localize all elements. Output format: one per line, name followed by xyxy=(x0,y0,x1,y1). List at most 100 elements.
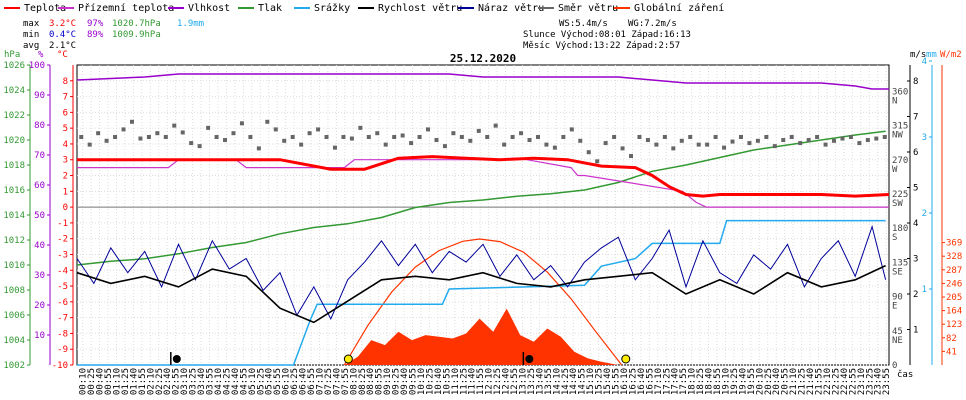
time-label: 16:55 xyxy=(645,368,655,395)
pressure-label: 1020 xyxy=(3,136,25,146)
wind-direction-point xyxy=(417,135,422,139)
wind-direction-point xyxy=(502,142,507,147)
legend: Teplota Přízemní teplota Vlhkost Tlak Srážky… xyxy=(4,2,724,14)
humidity-label: 30 xyxy=(34,271,45,281)
wind-direction-point xyxy=(645,138,650,143)
wind-direction-point xyxy=(595,159,600,164)
wind-direction-point xyxy=(738,135,743,139)
time-label: 22:25 xyxy=(831,368,841,395)
time-label: 12:25 xyxy=(493,368,503,395)
wind-gust-line xyxy=(76,224,887,321)
grid xyxy=(77,65,889,366)
time-label: 03:25 xyxy=(189,368,199,395)
wind-direction-point xyxy=(231,131,236,136)
direction-name: NE xyxy=(892,336,903,346)
time-label: 00:55 xyxy=(104,368,114,395)
pressure-label: 1008 xyxy=(3,286,25,296)
wind-direction-point xyxy=(662,135,667,139)
direction-label: 135 xyxy=(892,258,908,268)
rad-label: 123 xyxy=(946,320,962,330)
time-label: 09:10 xyxy=(383,368,393,395)
wind-direction-point xyxy=(612,135,617,139)
legend-label: Tlak xyxy=(258,3,282,14)
wind-direction-point xyxy=(113,135,118,139)
pressure-label: 1026 xyxy=(3,61,25,71)
direction-label: 90 xyxy=(892,293,903,303)
time-label: 13:10 xyxy=(518,368,528,395)
pressure-label: 1016 xyxy=(3,186,25,196)
wind-direction-point xyxy=(755,138,760,143)
temp-label: 5 xyxy=(63,124,68,134)
wind-direction-point xyxy=(637,135,642,139)
axes: 1026102410221020101810161014101210101008… xyxy=(3,57,962,371)
wind-direction-point xyxy=(332,145,337,150)
wind-direction-point xyxy=(383,142,388,147)
info-moon: Měsíc Východ:13:22 Západ:2:57 xyxy=(523,41,680,51)
wind-direction-point xyxy=(476,128,481,133)
wind-direction-point xyxy=(620,146,625,151)
time-label: 02:10 xyxy=(146,368,156,395)
humidity-label: 100 xyxy=(29,61,45,71)
wind-direction-point xyxy=(442,144,447,149)
humidity-label: 80 xyxy=(34,121,45,131)
wind-direction-point xyxy=(256,146,261,151)
pressure-label: 1022 xyxy=(3,111,25,121)
temp-label: -8 xyxy=(57,329,68,339)
info-sun: Slunce Východ:08:01 Západ:16:13 xyxy=(523,30,691,40)
direction-label: 180 xyxy=(892,224,908,234)
wind-direction-point xyxy=(654,142,659,147)
time-label: 14:25 xyxy=(561,368,571,395)
wind-direction-point xyxy=(307,131,312,136)
ms-label: 5 xyxy=(913,184,918,194)
wind-direction-point xyxy=(316,127,321,132)
ms-label: 2 xyxy=(913,290,918,300)
wind-direction-point xyxy=(451,131,456,136)
wind-direction-point xyxy=(248,135,253,139)
time-label: 04:25 xyxy=(222,368,232,395)
time-label: 04:10 xyxy=(214,368,224,395)
time-label: 15:25 xyxy=(595,368,605,395)
wind-direction-point xyxy=(874,136,879,141)
unit-mm: mm xyxy=(926,50,937,60)
time-label: 16:10 xyxy=(620,368,630,395)
humidity-label: 90 xyxy=(34,91,45,101)
wind-direction-point xyxy=(180,130,185,135)
temp-label: 2 xyxy=(63,172,68,182)
time-label: 10:25 xyxy=(425,368,435,395)
wind-direction-point xyxy=(104,138,109,143)
series xyxy=(76,73,890,366)
wind-direction-point xyxy=(324,135,329,139)
temp-label: -2 xyxy=(57,235,68,245)
direction-label: 45 xyxy=(892,327,903,337)
solar-radiation-area xyxy=(344,308,619,365)
time-label: 15:40 xyxy=(603,368,613,395)
time-label: 04:40 xyxy=(231,368,241,395)
wind-direction-point xyxy=(96,131,101,136)
time-label: 02:40 xyxy=(163,368,173,395)
time-label: 18:55 xyxy=(713,368,723,395)
ms-label: 1 xyxy=(913,326,918,336)
wind-direction-point xyxy=(510,135,515,139)
wind-direction-point xyxy=(679,138,684,143)
time-label: 09:25 xyxy=(392,368,402,395)
wind-direction-point xyxy=(138,136,143,141)
wind-direction-point xyxy=(214,135,219,139)
pressure-label: 1006 xyxy=(3,311,25,321)
time-label: 09:55 xyxy=(409,368,419,395)
moonrise-marker xyxy=(525,355,534,363)
legend-label: Srážky xyxy=(314,2,350,14)
legend-label: Globální záření xyxy=(634,2,724,14)
wind-direction-point xyxy=(705,142,710,147)
pressure-label: 1002 xyxy=(3,361,25,371)
wind-direction-point xyxy=(189,141,194,146)
time-label: 14:55 xyxy=(578,368,588,395)
stats-avg-temp: 2.1°C xyxy=(49,41,76,51)
time-label: 20:40 xyxy=(772,368,782,395)
theoretical-radiation-line xyxy=(343,238,623,366)
temp-label: -7 xyxy=(57,314,68,324)
time-label: 23:25 xyxy=(865,368,875,395)
pressure-label: 1018 xyxy=(3,161,25,171)
chart-title: 25.12.2020 xyxy=(450,52,516,65)
wind-direction-point xyxy=(544,142,549,147)
pressure-label: 1004 xyxy=(3,336,25,346)
